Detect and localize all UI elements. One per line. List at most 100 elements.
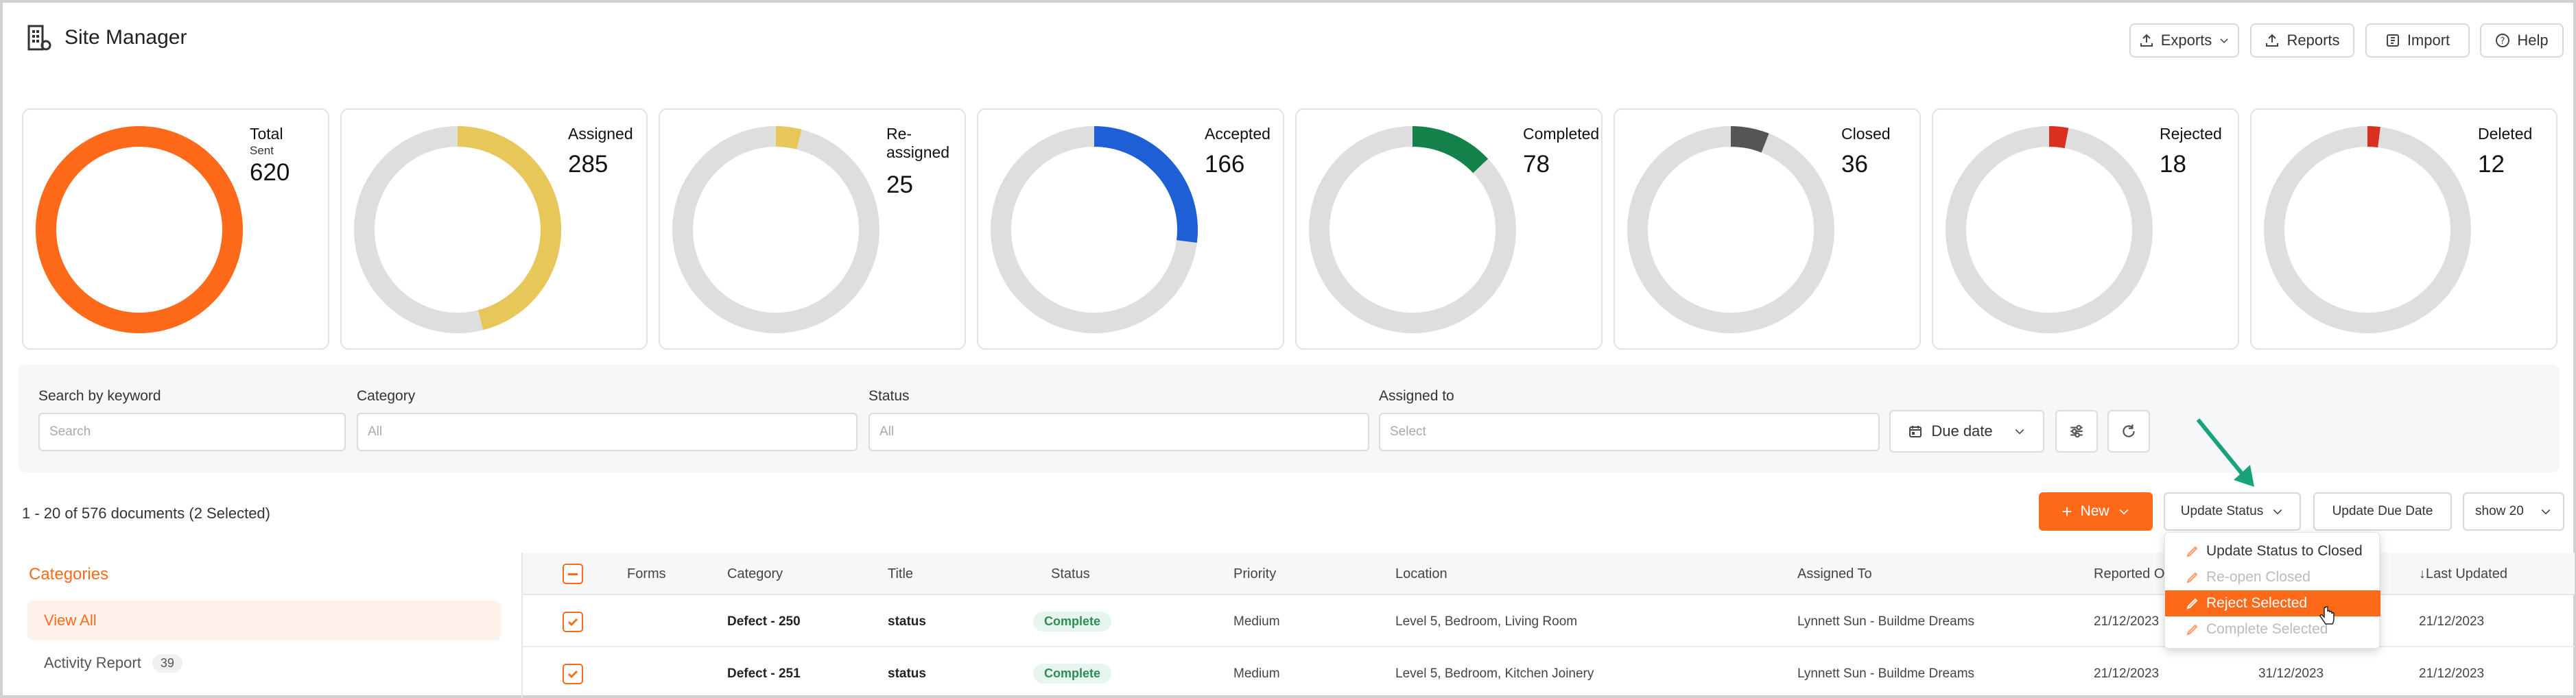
search-input[interactable]: Search <box>38 413 346 451</box>
stat-label: Re- assigned <box>886 125 950 161</box>
col-assigned-to[interactable]: Assigned To <box>1797 566 1872 581</box>
menu-item[interactable]: Reject Selected <box>2165 590 2380 616</box>
cell-category: Defect - 250 <box>727 614 801 629</box>
chevron-down-icon <box>2220 38 2228 43</box>
annotation-arrow-icon <box>2196 418 2254 487</box>
cell-priority: Medium <box>1233 614 1280 629</box>
col-reported-on[interactable]: Reported On <box>2094 566 2173 581</box>
chevron-down-icon <box>2015 429 2024 435</box>
donut-arc <box>1627 126 1834 333</box>
help-label: Help <box>2517 32 2549 49</box>
stat-card[interactable]: Total Sent 620 <box>22 108 329 350</box>
due-date-label: Due date <box>1931 422 1993 440</box>
reset-button[interactable] <box>2107 410 2150 453</box>
stat-card[interactable]: Completed 78 <box>1295 108 1603 350</box>
minus-icon <box>568 573 578 575</box>
pencil-icon <box>2186 598 2198 610</box>
donut-arc <box>36 126 243 333</box>
status-select[interactable]: All <box>868 413 1369 451</box>
col-title[interactable]: Title <box>888 566 914 581</box>
cell-category: Defect - 251 <box>727 666 801 681</box>
stat-value: 166 <box>1205 151 1245 178</box>
cell-title: status <box>888 666 926 681</box>
col-priority[interactable]: Priority <box>1233 566 1277 581</box>
cell-due-date: 31/12/2023 <box>2258 666 2324 681</box>
donut-arc <box>1946 126 2153 333</box>
stat-card[interactable]: Rejected 18 <box>1932 108 2239 350</box>
check-icon <box>567 618 578 627</box>
stat-card[interactable]: Closed 36 <box>1614 108 1921 350</box>
page-size-label: show 20 <box>2475 504 2524 518</box>
count-badge: 39 <box>152 653 182 673</box>
plus-icon: + <box>2061 501 2072 522</box>
col-forms[interactable]: Forms <box>627 566 666 581</box>
reports-label: Reports <box>2287 32 2340 49</box>
stat-card[interactable]: Deleted 12 <box>2250 108 2557 350</box>
help-icon: ? <box>2496 34 2510 47</box>
new-button[interactable]: + New <box>2039 492 2153 531</box>
menu-item-label: Reject Selected <box>2206 595 2308 611</box>
import-button[interactable]: Import <box>2365 23 2470 58</box>
reports-button[interactable]: Reports <box>2250 23 2354 58</box>
cell-priority: Medium <box>1233 666 1280 681</box>
cell-reported-on: 21/12/2023 <box>2094 666 2160 681</box>
category-label: Category <box>357 388 416 404</box>
col-location[interactable]: Location <box>1395 566 1447 581</box>
sliders-icon <box>2070 424 2083 438</box>
sidebar-item-label: View All <box>44 612 97 629</box>
stat-value: 78 <box>1523 151 1550 178</box>
donut-track <box>1627 126 1834 333</box>
due-date-select[interactable]: Due date <box>1889 410 2044 453</box>
hand-cursor-icon <box>2319 606 2335 625</box>
table-row[interactable]: Defect - 251 status Complete Medium Leve… <box>523 649 2575 698</box>
stat-card[interactable]: Re- assigned 25 <box>659 108 966 350</box>
stat-card[interactable]: Assigned 285 <box>340 108 648 350</box>
stat-value: 620 <box>250 159 290 186</box>
chevron-down-icon <box>2541 509 2551 515</box>
table-row[interactable]: Defect - 250 status Complete Medium Leve… <box>523 597 2575 647</box>
app-title: Site Manager <box>64 26 187 49</box>
assigned-select[interactable]: Select <box>1379 413 1880 451</box>
page-size-select[interactable]: show 20 <box>2463 492 2564 531</box>
donut-chart <box>2264 126 2471 333</box>
cell-last-updated: 21/12/2023 <box>2419 614 2485 629</box>
select-all-checkbox[interactable] <box>563 564 583 584</box>
building-icon <box>27 25 51 51</box>
status-badge: Complete <box>1033 664 1112 684</box>
col-last-updated[interactable]: ↓Last Updated <box>2419 566 2507 581</box>
help-button[interactable]: ? Help <box>2480 23 2564 58</box>
row-checkbox[interactable] <box>563 664 583 684</box>
stat-label: Rejected <box>2160 125 2222 143</box>
update-due-date-button[interactable]: Update Due Date <box>2313 492 2452 531</box>
exports-button[interactable]: Exports <box>2129 23 2239 58</box>
stat-sublabel: Sent <box>250 144 274 157</box>
upload-icon <box>2266 34 2279 47</box>
menu-item[interactable]: Complete Selected <box>2165 616 2380 642</box>
stat-card[interactable]: Accepted 166 <box>977 108 1284 350</box>
assigned-label: Assigned to <box>1379 388 1454 404</box>
update-status-label: Update Status <box>2180 504 2264 518</box>
category-select[interactable]: All <box>357 413 858 451</box>
menu-item[interactable]: Re-open Closed <box>2165 564 2380 590</box>
svg-text:?: ? <box>2501 36 2505 47</box>
stat-label: Accepted <box>1205 125 1271 143</box>
donut-chart <box>1309 126 1516 333</box>
sidebar-item-activity-report[interactable]: Activity Report 39 <box>27 643 501 683</box>
chevron-down-icon <box>2119 509 2128 515</box>
stat-value: 12 <box>2478 151 2505 178</box>
import-label: Import <box>2407 32 2450 49</box>
col-status[interactable]: Status <box>1051 566 1090 581</box>
donut-arc <box>354 126 561 333</box>
check-icon <box>567 670 578 679</box>
col-category[interactable]: Category <box>727 566 783 581</box>
filter-settings-button[interactable] <box>2055 410 2098 453</box>
update-status-button[interactable]: Update Status <box>2164 492 2301 531</box>
sidebar-item-view-all[interactable]: View All <box>27 601 501 640</box>
menu-item[interactable]: Update Status to Closed <box>2165 538 2380 564</box>
cell-location: Level 5, Bedroom, Kitchen Joinery <box>1395 666 1594 681</box>
refresh-icon <box>2123 424 2135 437</box>
document-count: 1 - 20 of 576 documents (2 Selected) <box>22 505 270 522</box>
cell-reported-on: 21/12/2023 <box>2094 614 2160 629</box>
stat-value: 25 <box>886 171 913 198</box>
row-checkbox[interactable] <box>563 612 583 632</box>
